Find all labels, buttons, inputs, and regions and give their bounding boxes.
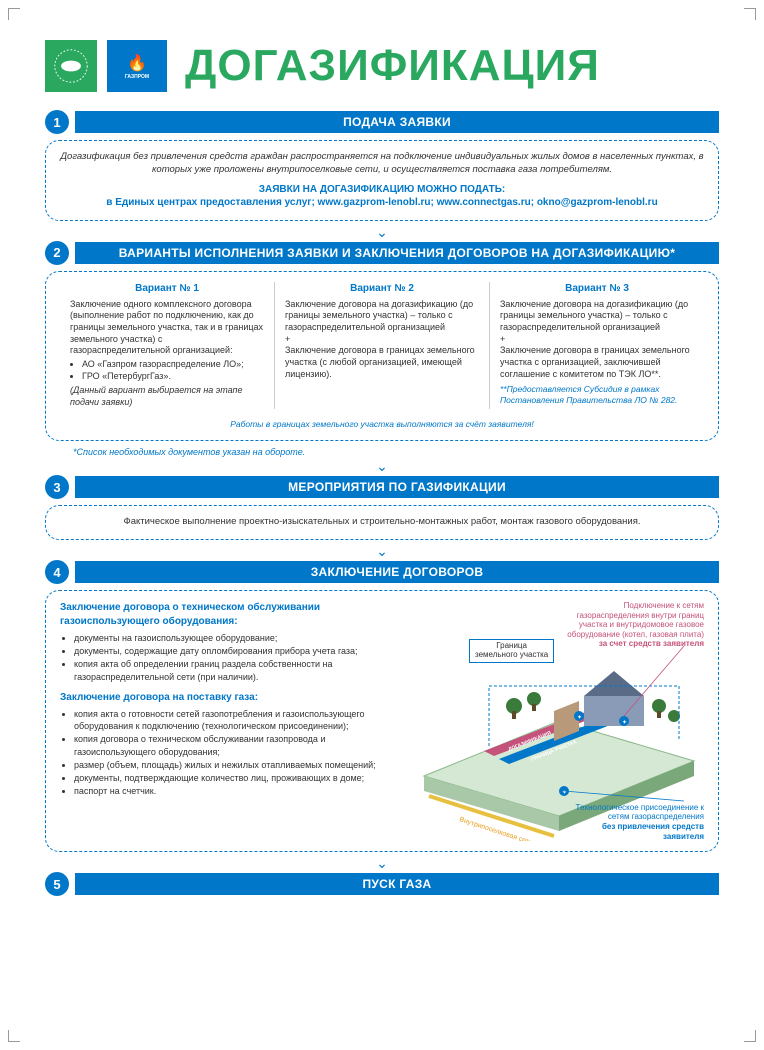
- v1-italic: (Данный вариант выбирается на этапе пода…: [70, 385, 264, 408]
- badge-4: 4: [45, 560, 69, 584]
- badge-2: 2: [45, 241, 69, 265]
- list-item: документы на газоиспользующее оборудован…: [74, 632, 404, 644]
- s4-list2: копия акта о готовности сетей газопотреб…: [60, 708, 404, 797]
- section-5-header: 5 ПУСК ГАЗА: [45, 872, 719, 896]
- badge-3: 3: [45, 475, 69, 499]
- s4-list1: документы на газоиспользующее оборудован…: [60, 632, 404, 683]
- section-3-title: МЕРОПРИЯТИЯ ПО ГАЗИФИКАЦИИ: [75, 476, 719, 498]
- list-item: копия акта об определении границ раздела…: [74, 658, 404, 682]
- list-item: документы, содержащие дату опломбировани…: [74, 645, 404, 657]
- diagram-label-bottom: Технологическое присоединение к сетям га…: [564, 803, 704, 841]
- section-4-box: Заключение договора о техническом обслуж…: [45, 590, 719, 852]
- v2-text2: Заключение договора в границах земельног…: [285, 345, 479, 380]
- v2-plus: +: [285, 334, 479, 346]
- variant-1: Вариант № 1 Заключение одного комплексно…: [60, 282, 274, 409]
- v1-li2: ГРО «ПетербургГаз».: [82, 371, 264, 383]
- variant-3: Вариант № 3 Заключение договора на догаз…: [489, 282, 704, 409]
- v1-li1: АО «Газпром газораспределение ЛО»;: [82, 359, 264, 371]
- s1-h1: ЗАЯВКИ НА ДОГАЗИФИКАЦИЮ МОЖНО ПОДАТЬ:: [60, 183, 704, 197]
- v3-title: Вариант № 3: [500, 282, 694, 295]
- section-5-title: ПУСК ГАЗА: [75, 873, 719, 895]
- section-2-header: 2 ВАРИАНТЫ ИСПОЛНЕНИЯ ЗАЯВКИ И ЗАКЛЮЧЕНИ…: [45, 241, 719, 265]
- logo-gazprom-text: ГАЗПРОМ: [125, 74, 149, 80]
- section-3-header: 3 МЕРОПРИЯТИЯ ПО ГАЗИФИКАЦИИ: [45, 475, 719, 499]
- svg-text:✦: ✦: [622, 719, 627, 726]
- chevron-icon: ⌄: [45, 227, 719, 237]
- s4-h2: Заключение договора на поставку газа:: [60, 691, 404, 705]
- section-4-header: 4 ЗАКЛЮЧЕНИЕ ДОГОВОРОВ: [45, 560, 719, 584]
- land-plot-diagram: Подключение к сетям газораспределения вн…: [414, 601, 704, 841]
- svg-text:✦: ✦: [562, 789, 567, 796]
- section-2-box: Вариант № 1 Заключение одного комплексно…: [45, 271, 719, 442]
- section-3-box: Фактическое выполнение проектно-изыскате…: [45, 505, 719, 540]
- variant-2: Вариант № 2 Заключение договора на догаз…: [274, 282, 489, 409]
- badge-1: 1: [45, 110, 69, 134]
- s1-h2: в Единых центрах предоставления услуг; w…: [60, 196, 704, 210]
- chevron-icon: ⌄: [45, 546, 719, 556]
- list-item: размер (объем, площадь) жилых и нежилых …: [74, 759, 404, 771]
- v1-title: Вариант № 1: [70, 282, 264, 295]
- s1-intro: Догазификация без привлечения средств гр…: [60, 151, 704, 177]
- section-1-box: Догазификация без привлечения средств гр…: [45, 140, 719, 221]
- list-item: копия акта о готовности сетей газопотреб…: [74, 708, 404, 732]
- section-1-title: ПОДАЧА ЗАЯВКИ: [75, 111, 719, 133]
- v3-text: Заключение договора на догазификацию (до…: [500, 299, 694, 334]
- section-1-header: 1 ПОДАЧА ЗАЯВКИ: [45, 110, 719, 134]
- v2-title: Вариант № 2: [285, 282, 479, 295]
- svg-text:✦: ✦: [577, 714, 582, 721]
- s4-diagram-column: Подключение к сетям газораспределения вн…: [414, 601, 704, 841]
- section-2-title: ВАРИАНТЫ ИСПОЛНЕНИЯ ЗАЯВКИ И ЗАКЛЮЧЕНИЯ …: [75, 242, 719, 264]
- s4-h1: Заключение договора о техническом обслуж…: [60, 601, 404, 628]
- v3-text2: Заключение договора в границах земельног…: [500, 345, 694, 380]
- section-4-title: ЗАКЛЮЧЕНИЕ ДОГОВОРОВ: [75, 561, 719, 583]
- chevron-icon: ⌄: [45, 461, 719, 471]
- s4-left-column: Заключение договора о техническом обслуж…: [60, 601, 404, 841]
- header: 🔥 ГАЗПРОМ ДОГАЗИФИКАЦИЯ: [45, 40, 719, 92]
- v3-plus: +: [500, 334, 694, 346]
- chevron-icon: ⌄: [45, 858, 719, 868]
- v1-text: Заключение одного комплексного договора …: [70, 299, 264, 357]
- s2-below: *Список необходимых документов указан на…: [73, 447, 719, 457]
- v2-text: Заключение договора на догазификацию (до…: [285, 299, 479, 334]
- badge-5: 5: [45, 872, 69, 896]
- logo-gasification-russia: [45, 40, 97, 92]
- page-title: ДОГАЗИФИКАЦИЯ: [185, 41, 600, 91]
- list-item: паспорт на счетчик.: [74, 785, 404, 797]
- list-item: копия договора о техническом обслуживани…: [74, 733, 404, 757]
- s2-footnote: Работы в границах земельного участка вып…: [60, 415, 704, 430]
- logo-gazprom: 🔥 ГАЗПРОМ: [107, 40, 167, 92]
- list-item: документы, подтверждающие количество лиц…: [74, 772, 404, 784]
- s3-text: Фактическое выполнение проектно-изыскате…: [60, 516, 704, 529]
- v3-note: **Предоставляется Субсидия в рамках Пост…: [500, 384, 694, 406]
